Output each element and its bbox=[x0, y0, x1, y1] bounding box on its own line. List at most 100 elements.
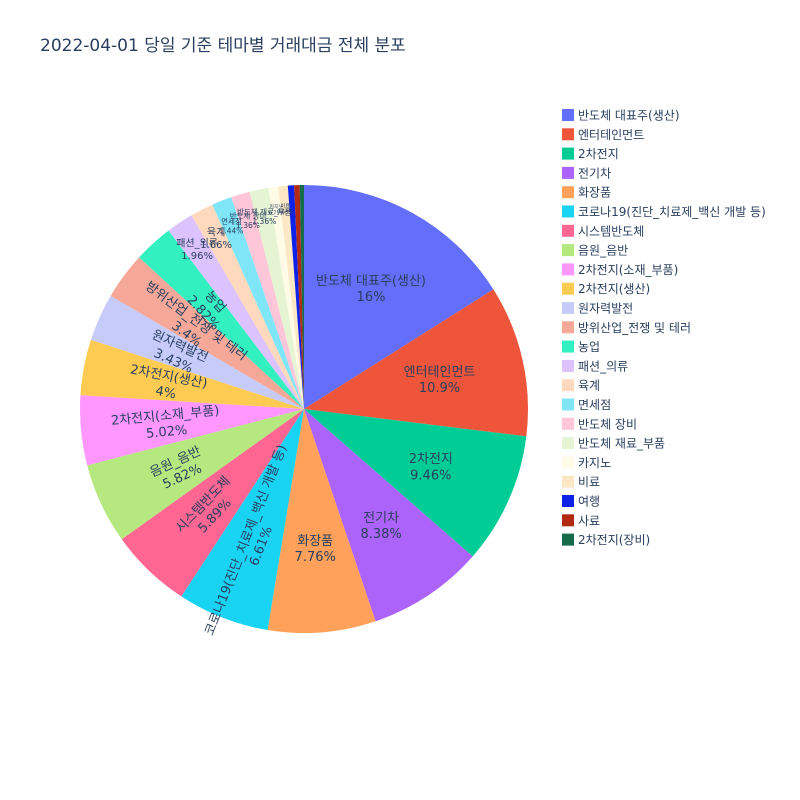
legend-swatch bbox=[562, 379, 574, 392]
legend-swatch bbox=[562, 321, 574, 334]
pie-slice[interactable] bbox=[231, 191, 304, 409]
legend-item[interactable]: 2차전지 bbox=[562, 147, 619, 161]
legend-label: 여행 bbox=[578, 494, 600, 509]
legend-label: 반도체 장비 bbox=[578, 417, 637, 431]
legend-label: 음원_음반 bbox=[578, 244, 628, 258]
legend-swatch bbox=[562, 224, 574, 237]
legend-item[interactable]: 2차전지(생산) bbox=[562, 282, 650, 296]
legend-swatch bbox=[562, 166, 574, 179]
legend-label: 원자력발전 bbox=[578, 302, 633, 316]
legend-label: 코로나19(진단_치료제_백신 개발 등) bbox=[578, 205, 766, 219]
slice-label: 전기차 8.38% bbox=[360, 511, 401, 542]
legend-swatch bbox=[562, 359, 574, 372]
slice-label: 반도체 재료_부품 1.36% bbox=[237, 206, 292, 225]
legend-label: 시스템반도체 bbox=[578, 224, 644, 238]
legend-item[interactable]: 여행 bbox=[562, 494, 600, 509]
slice-label: 육계 1.66% bbox=[200, 227, 232, 252]
legend-item[interactable]: 코로나19(진단_치료제_백신 개발 등) bbox=[562, 205, 766, 219]
pie-slice[interactable] bbox=[212, 197, 304, 409]
pie-slice[interactable] bbox=[87, 409, 304, 540]
slice-label: 2차전지 9.46% bbox=[409, 452, 453, 483]
pie-slice[interactable] bbox=[299, 185, 304, 409]
legend-item[interactable]: 2차전지(소재_부품) bbox=[562, 263, 678, 277]
legend-item[interactable]: 반도체 장비 bbox=[562, 417, 637, 431]
legend-item[interactable]: 2차전지(장비) bbox=[562, 533, 650, 547]
chart-title: 2022-04-01 당일 기준 테마별 거래대금 전체 분포 bbox=[40, 36, 406, 56]
legend-label: 2차전지 bbox=[578, 147, 619, 161]
pie-slice[interactable] bbox=[278, 185, 304, 409]
slice-label: 반도체 장비 1.36% bbox=[230, 211, 267, 230]
legend-swatch bbox=[562, 340, 574, 353]
pie-slice[interactable] bbox=[80, 395, 304, 466]
pie-slice[interactable] bbox=[294, 185, 304, 409]
pie-slice[interactable] bbox=[304, 185, 494, 409]
pie-slice[interactable] bbox=[80, 339, 305, 409]
slice-label: 반도체 대표주(생산) 16% bbox=[316, 274, 426, 305]
legend-item[interactable]: 전기차 bbox=[562, 166, 611, 180]
legend-swatch bbox=[562, 147, 574, 160]
pie-slice[interactable] bbox=[90, 295, 305, 409]
legend-swatch bbox=[562, 456, 574, 469]
legend-swatch bbox=[562, 302, 574, 314]
legend-item[interactable]: 원자력발전 bbox=[562, 302, 633, 316]
legend-item[interactable]: 시스템반도체 bbox=[562, 224, 644, 238]
pie-slice[interactable] bbox=[304, 289, 529, 437]
legend-swatch bbox=[562, 109, 574, 121]
legend-item[interactable]: 엔터테인먼트 bbox=[562, 128, 644, 142]
legend-item[interactable]: 방위산업_전쟁 및 테러 bbox=[562, 321, 691, 335]
pie-slice[interactable] bbox=[249, 187, 304, 409]
legend: 반도체 대표주(생산) 엔터테인먼트 2차전지전기차화장품코로나19(진단_치료제_… bbox=[562, 109, 766, 547]
pie-slice[interactable] bbox=[267, 409, 376, 634]
pie-slice[interactable] bbox=[139, 230, 304, 409]
pie-slice[interactable] bbox=[287, 185, 304, 409]
legend-swatch bbox=[562, 514, 574, 527]
legend-swatch bbox=[562, 128, 574, 141]
legend-item[interactable]: 화장품 bbox=[562, 186, 611, 200]
pie-slice[interactable] bbox=[121, 409, 304, 597]
legend-swatch bbox=[562, 205, 574, 218]
legend-item[interactable]: 카지노 bbox=[562, 456, 611, 470]
legend-item[interactable]: 음원_음반 bbox=[562, 244, 628, 258]
pie-slice[interactable] bbox=[304, 409, 527, 557]
legend-label: 화장품 bbox=[578, 186, 611, 200]
pie-slice[interactable] bbox=[168, 215, 305, 409]
legend-label: 카지노 bbox=[578, 456, 611, 470]
pie-slice[interactable] bbox=[110, 257, 305, 409]
slice-label: 화장품 7.76% bbox=[295, 534, 336, 565]
legend-swatch bbox=[562, 495, 574, 507]
legend-swatch bbox=[562, 533, 574, 546]
legend-swatch bbox=[562, 417, 574, 430]
pie-slice[interactable] bbox=[268, 186, 304, 409]
legend-label: 면세점 bbox=[578, 398, 611, 412]
legend-item[interactable]: 패션_의류 bbox=[562, 359, 628, 373]
legend-item[interactable]: 육계 bbox=[562, 379, 600, 393]
legend-item[interactable]: 반도체 대표주(생산) bbox=[562, 109, 680, 123]
legend-item[interactable]: 비료 bbox=[562, 475, 600, 489]
legend-label: 2차전지(생산) bbox=[578, 282, 650, 296]
legend-label: 농업 bbox=[578, 340, 600, 354]
slice-label: 면세점 1.44% bbox=[220, 216, 244, 235]
legend-item[interactable]: 농업 bbox=[562, 340, 600, 354]
legend-item[interactable]: 반도체 재료_부품 bbox=[562, 437, 665, 451]
legend-label: 반도체 재료_부품 bbox=[578, 437, 665, 451]
legend-swatch bbox=[562, 263, 574, 276]
legend-label: 전기차 bbox=[578, 166, 611, 180]
slice-label: 패션_의류 1.96% bbox=[176, 238, 218, 263]
legend-label: 방위산업_전쟁 및 테러 bbox=[578, 321, 691, 335]
legend-label: 비료 bbox=[578, 475, 600, 489]
legend-swatch bbox=[562, 282, 574, 295]
pie-slice[interactable] bbox=[304, 409, 473, 622]
legend-label: 2차전지(소재_부품) bbox=[578, 263, 678, 277]
slice-label: 카지노 0.71% bbox=[268, 203, 284, 216]
legend-swatch bbox=[562, 398, 574, 411]
pie-slice[interactable] bbox=[191, 204, 304, 409]
legend-item[interactable]: 면세점 bbox=[562, 398, 611, 412]
pie-slice[interactable] bbox=[181, 409, 304, 631]
legend-label: 패션_의류 bbox=[578, 359, 628, 373]
legend-item[interactable]: 사료 bbox=[562, 514, 600, 528]
legend-swatch bbox=[562, 437, 574, 450]
slice-label: 엔터테인먼트 10.9% bbox=[404, 365, 476, 396]
slice-label: 비료 0.68% bbox=[277, 202, 293, 215]
legend-label: 육계 bbox=[578, 379, 600, 393]
